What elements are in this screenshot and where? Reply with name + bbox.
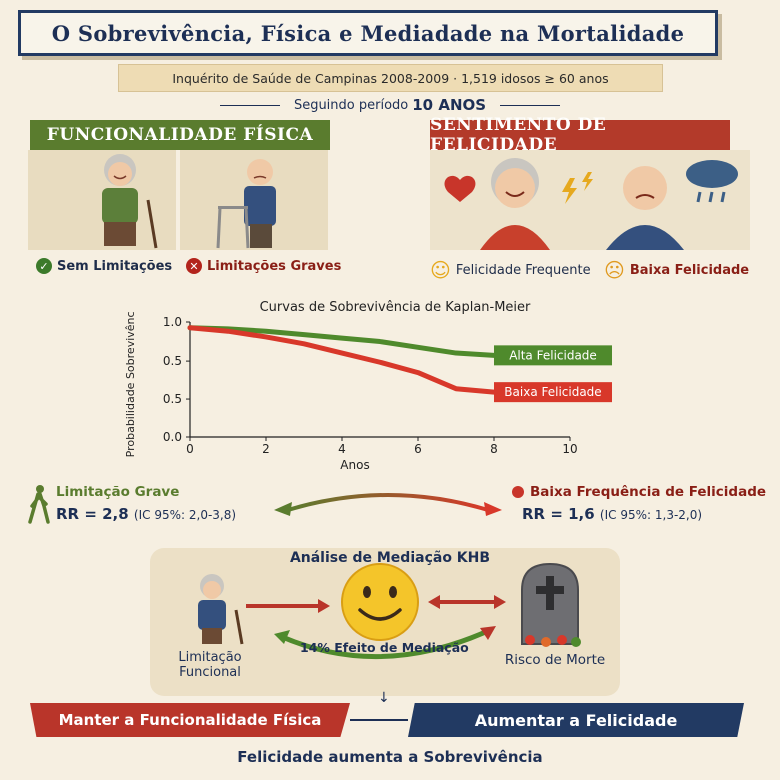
frequent-happiness-label: Felicidade Frequente [455,262,591,278]
check-icon: ✓ [36,258,52,274]
x-icon: ✕ [186,258,202,274]
x-axis-label: Anos [340,458,369,472]
functional-header: FUNCIONALIDADE FÍSICA [30,120,330,150]
page-title: O Sobrevivência, Física e Mediadade na M… [51,20,685,46]
legend-no-limit: ✓ Sem Limitações [36,258,172,274]
elder-cane-icon [198,574,244,645]
y-tick-label: 0.5 [163,392,182,406]
rain-cloud-icon [686,160,738,203]
mediation-title: Análise de Mediação KHB [289,550,491,566]
kaplan-meier-chart: 0 2 4 6 8 10 0.0 0.5 0.5 1.0 Anos Probabilidade So… [124,312,612,472]
arrowhead-grave-left-icon [428,595,440,609]
series-line [187,325,497,395]
severe-limit-label: Limitações Graves [207,258,342,274]
divider-left [220,105,280,106]
chart-axes: 0 2 4 6 8 10 0.0 0.5 0.5 1.0 [163,315,578,456]
x-tick-label: 8 [490,442,498,456]
series-label-box [494,345,612,366]
x-tick-label: 10 [562,442,577,456]
happiness-header: SENTIMENTO DE FELICIDADE [430,115,730,155]
arrowhead-smile-icon [318,599,330,613]
smile-icon: ☺ [430,258,451,282]
footer-conclusion: Felicidade aumenta a Sobrevivência [237,748,543,766]
legend-low-happiness: ☹ Baixa Felicidade [604,258,749,282]
y-axis-label: Probabilidade Sobrevivência [124,312,137,457]
series-label: Baixa Felicidade [504,385,601,399]
mediation-effect-label: 14% Efeito de Mediação [300,640,469,655]
followup-prefix: Seguindo período [293,97,409,113]
mediation-arrowhead-right-icon [480,626,496,640]
rr-left-ci: (IC 95%: 2,0-3,8) [133,508,237,522]
x-tick-label: 4 [338,442,346,456]
smiley-icon [341,563,419,641]
rr-right-ci: (IC 95%: 1,3-2,0) [599,508,703,522]
followup-period: Seguindo período 10 ANOS [220,94,560,116]
mediation-curve [278,627,492,660]
happy-elder-icon [480,158,550,250]
red-dot-icon [512,486,524,498]
legend-frequent-happiness: ☺ Felicidade Frequente [430,258,591,282]
functional-illustration [28,150,328,250]
study-info: Inquérito de Saúde de Campinas 2008-2009… [118,64,663,92]
active-elder-icon [102,154,158,249]
comparison-arrow [274,493,502,516]
down-arrow-icon: ↓ [378,690,390,706]
walker-elder-icon [216,159,276,249]
mediation-arrowhead-left-icon [274,630,290,644]
walking-person-icon [28,485,50,524]
y-tick-label: 1.0 [163,315,182,329]
series-label-box [494,382,612,403]
banner-functionality: Manter a Funcionalidade Física [30,703,350,737]
gravestone-icon [521,562,581,647]
rr-right-title-row: Baixa Frequência de Felicidade [512,484,766,500]
x-tick-label: 6 [414,442,422,456]
mediation-right-label: Risco de Morte [504,652,606,668]
series-line [187,325,497,358]
frown-icon: ☹ [604,258,625,282]
arrowhead-grave-right-icon [494,595,506,609]
arrowhead-right-icon [484,502,502,516]
lightning-icon [562,172,593,204]
rr-right-title: Baixa Frequência de Felicidade [530,484,767,500]
mediation-left-label: Limitação Funcional [178,650,242,680]
chart-series [187,325,497,395]
arrowhead-left-icon [274,502,292,516]
chart-title: Curvas de Sobrevivência de Kaplan-Meier [259,300,531,315]
x-tick-label: 0 [186,442,194,456]
y-tick-label: 0.5 [163,354,182,368]
divider-right [500,105,560,106]
heart-icon [444,175,476,202]
mediation-diagram [198,562,581,660]
series-label: Alta Felicidade [509,348,597,362]
y-tick-label: 0.0 [163,430,182,444]
followup-value: 10 ANOS [412,96,487,114]
happiness-illustration [430,150,750,250]
title-banner: O Sobrevivência, Física e Mediadade na M… [18,10,718,56]
rr-left-value-block: RR = 2,8 (IC 95%: 2,0-3,8) [56,505,236,523]
rr-right-value: RR = 1,6 [522,505,595,523]
low-happiness-label: Baixa Felicidade [629,262,750,278]
banner-connector [350,719,408,721]
no-limit-label: Sem Limitações [57,258,173,274]
rr-right-value-block: RR = 1,6 (IC 95%: 1,3-2,0) [522,505,702,523]
rr-left-title: Limitação Grave [56,484,180,500]
chart-labels: Anos Probabilidade Sobrevivência Alta Feli… [124,312,612,472]
x-tick-label: 2 [262,442,270,456]
banner-happiness: Aumentar a Felicidade [408,703,744,737]
sad-elder-icon [606,166,684,250]
legend-severe-limit: ✕ Limitações Graves [186,258,341,274]
rr-left-value: RR = 2,8 [56,505,129,523]
